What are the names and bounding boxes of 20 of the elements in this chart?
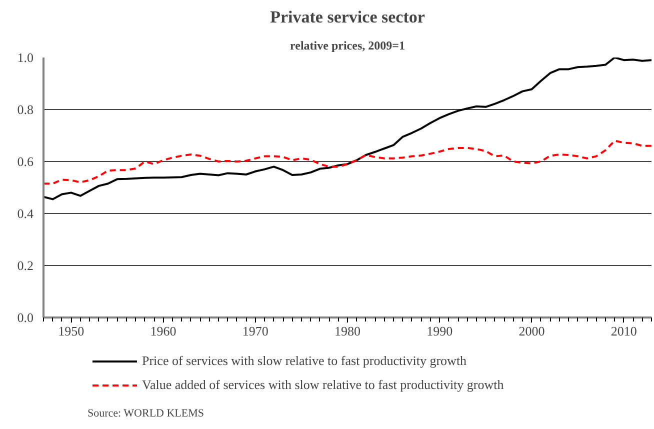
chart-subtitle: relative prices, 2009=1 [290, 38, 405, 52]
y-tick-label: 0.6 [17, 154, 34, 169]
x-tick-label: 2010 [610, 324, 637, 338]
x-tick-label: 1950 [58, 324, 84, 338]
y-tick-label: 0.4 [17, 206, 34, 221]
y-tick-label: 0.0 [17, 310, 34, 325]
line-series [44, 58, 652, 200]
line-series [44, 140, 652, 185]
x-tick-label: 2000 [518, 324, 545, 338]
y-tick-label: 0.8 [17, 102, 34, 117]
y-tick-label: 0.2 [17, 258, 34, 273]
x-tick-label: 1990 [426, 324, 453, 338]
x-tick-label: 1970 [242, 324, 268, 338]
y-tick-label: 1.0 [17, 50, 34, 65]
chart-title: Private service sector [270, 8, 426, 26]
legend-label: Value added of services with slow relative to fast productivity growth [142, 377, 504, 393]
x-tick-label: 1980 [334, 324, 360, 338]
legend-label: Price of services with slow relative to fast productivity growth [142, 353, 467, 369]
source-note: Source: WORLD KLEMS [88, 408, 204, 420]
x-tick-label: 1960 [150, 324, 176, 338]
